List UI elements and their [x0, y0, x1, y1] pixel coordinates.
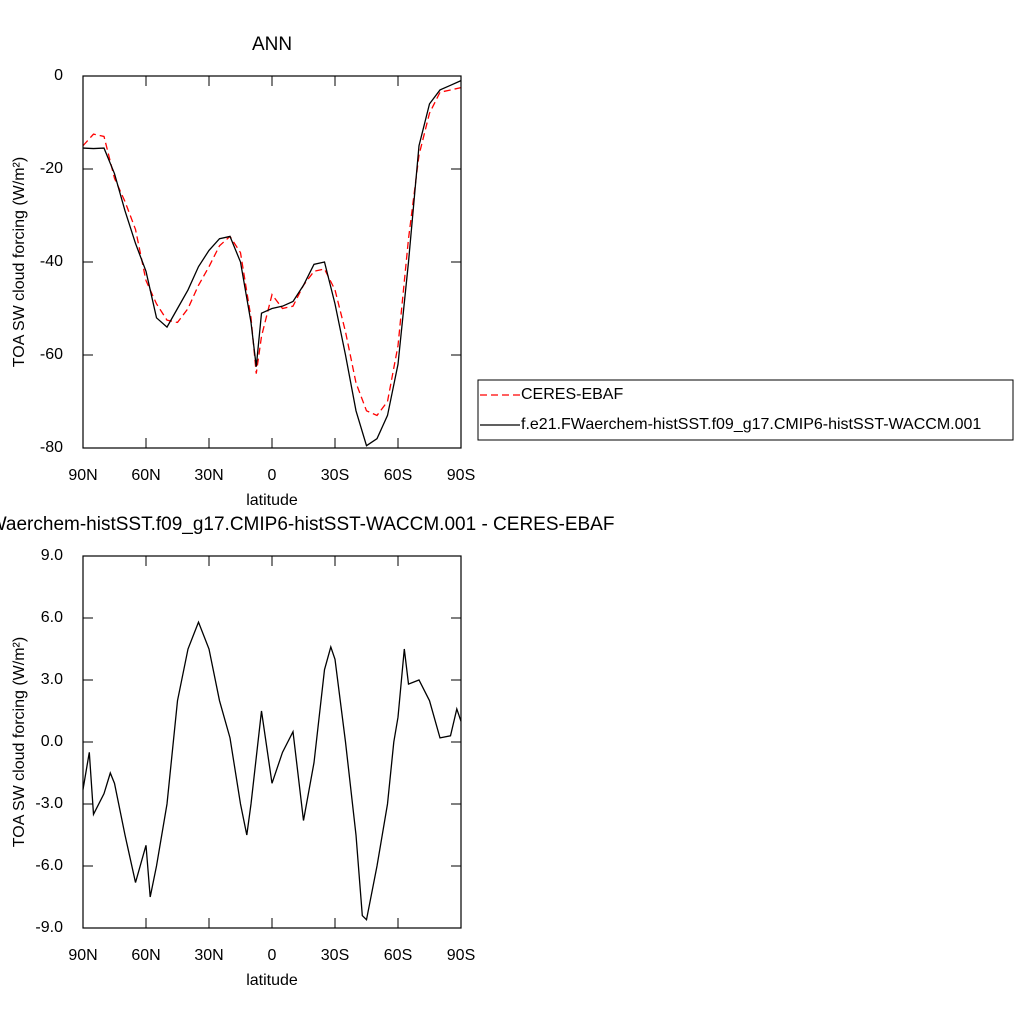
x-tick-label: 60S — [384, 947, 412, 964]
x-tick-label: 90S — [447, 947, 475, 964]
data-line — [82, 86, 462, 417]
x-axis-label: latitude — [246, 972, 298, 989]
y-tick-label: 0.0 — [41, 733, 63, 750]
y-tick-label: 9.0 — [41, 547, 63, 564]
y-axis-label: TOA SW cloud forcing (W/m²) — [11, 157, 28, 367]
x-tick-label: 90N — [68, 467, 97, 484]
y-tick-label: 3.0 — [41, 671, 63, 688]
x-tick-label: 60N — [131, 467, 160, 484]
x-tick-label: 30N — [194, 467, 223, 484]
x-tick-label: 90N — [68, 947, 97, 964]
y-tick-label: -9.0 — [35, 919, 63, 936]
plot: ANN latitude TOA SW cloud forcing (W/m²) -8… — [11, 34, 1014, 509]
data-line — [82, 620, 462, 922]
legend-label: CERES-EBAF — [521, 386, 623, 403]
x-tick-label: 30N — [194, 947, 223, 964]
plot-frame — [82, 555, 462, 929]
y-tick-label: 6.0 — [41, 609, 63, 626]
y-tick-label: -60 — [40, 346, 63, 363]
x-tick-label: 30S — [321, 467, 349, 484]
x-axis-label: latitude — [246, 492, 298, 509]
x-tick-label: 0 — [268, 467, 277, 484]
y-tick-label: -6.0 — [35, 857, 63, 874]
y-tick-label: -80 — [40, 439, 63, 456]
x-tick-label: 60S — [384, 467, 412, 484]
chart-title: ANN — [252, 34, 292, 55]
x-tick-label: 30S — [321, 947, 349, 964]
legend-box — [477, 379, 1014, 441]
chart-title: f.e21.FWaerchem-histSST.f09_g17.CMIP6-hi… — [0, 514, 614, 535]
data-line — [82, 80, 462, 447]
plot-frame — [82, 75, 462, 449]
y-axis-label: TOA SW cloud forcing (W/m²) — [11, 637, 28, 847]
x-tick-label: 90S — [447, 467, 475, 484]
legend-label: f.e21.FWaerchem-histSST.f09_g17.CMIP6-hi… — [521, 416, 981, 433]
y-tick-label: -3.0 — [35, 795, 63, 812]
x-tick-label: 60N — [131, 947, 160, 964]
y-tick-label: -20 — [40, 160, 63, 177]
x-tick-label: 0 — [268, 947, 277, 964]
y-tick-label: 0 — [54, 67, 63, 84]
plot: f.e21.FWaerchem-histSST.f09_g17.CMIP6-hi… — [0, 514, 614, 989]
y-tick-label: -40 — [40, 253, 63, 270]
